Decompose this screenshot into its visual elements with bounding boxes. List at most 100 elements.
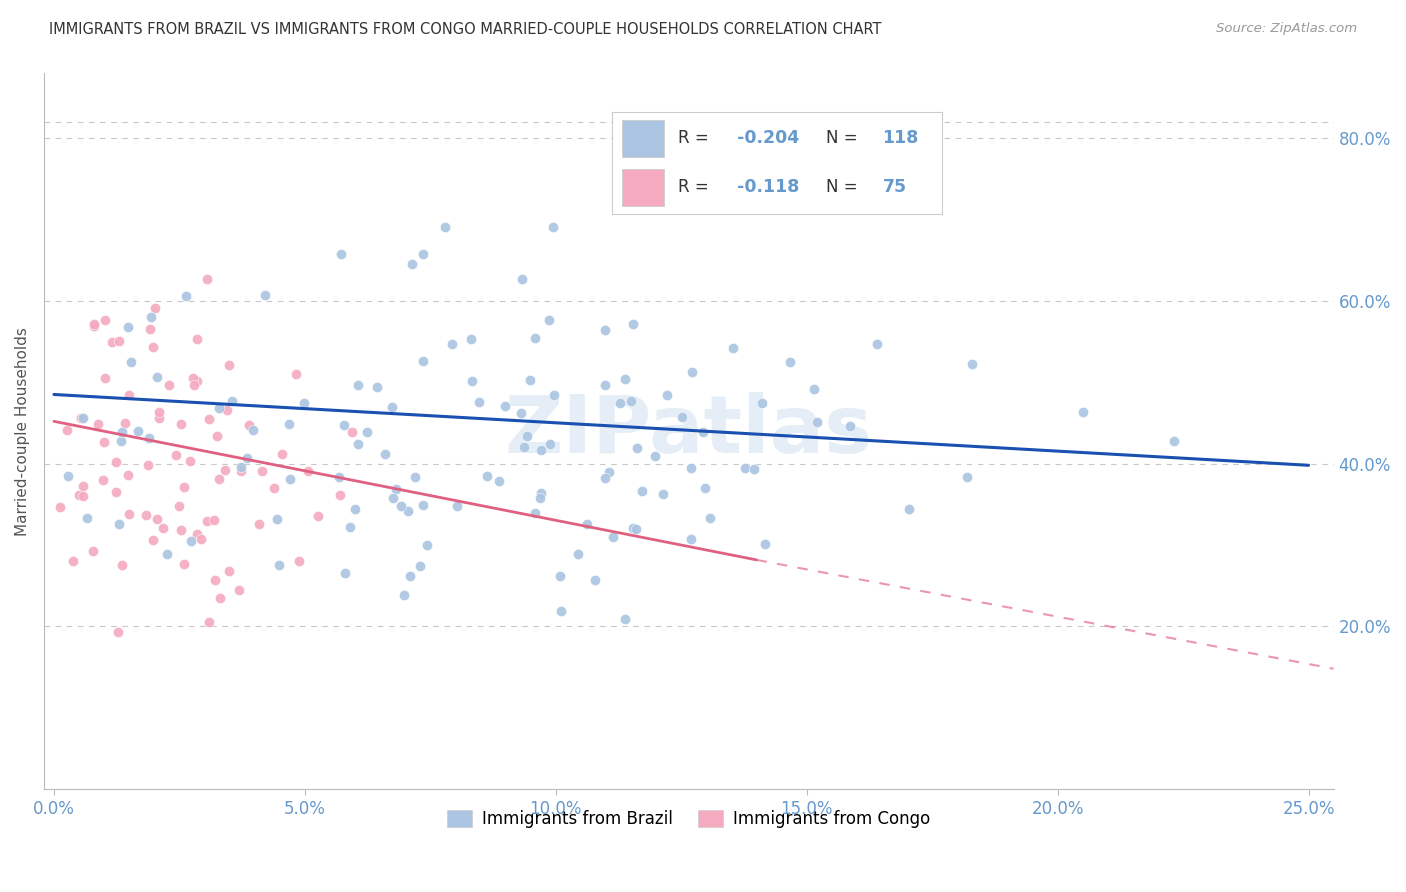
Point <box>198 615 221 630</box>
Point <box>117 467 139 482</box>
Point <box>307 508 329 523</box>
Point <box>681 365 703 379</box>
Point <box>143 301 166 315</box>
Point <box>623 317 645 331</box>
Point <box>114 416 136 430</box>
Point <box>346 378 368 392</box>
Point <box>218 564 240 578</box>
Text: N =: N = <box>827 178 863 196</box>
Point <box>83 319 105 334</box>
Text: R =: R = <box>678 128 714 146</box>
Point <box>541 220 564 235</box>
Point <box>167 499 190 513</box>
Point <box>87 417 110 432</box>
Point <box>204 574 226 588</box>
Point <box>519 373 541 387</box>
Point <box>779 355 801 369</box>
Point <box>366 380 388 394</box>
Point <box>333 417 356 432</box>
Point <box>104 455 127 469</box>
Point <box>217 403 239 417</box>
Text: R =: R = <box>678 178 714 196</box>
Point <box>602 530 624 544</box>
Point <box>467 395 489 409</box>
Point <box>139 310 162 324</box>
Point <box>441 336 464 351</box>
Point <box>460 332 482 346</box>
Point <box>898 501 921 516</box>
Point <box>285 368 308 382</box>
Point <box>117 320 139 334</box>
Point <box>513 441 536 455</box>
Point <box>409 558 432 573</box>
Point <box>550 603 572 617</box>
Point <box>208 472 231 486</box>
Point <box>142 533 165 548</box>
Point <box>412 498 434 512</box>
Point <box>247 516 270 531</box>
Legend: Immigrants from Brazil, Immigrants from Congo: Immigrants from Brazil, Immigrants from … <box>440 803 936 835</box>
Point <box>609 395 631 409</box>
Point <box>494 399 516 413</box>
Point <box>76 511 98 525</box>
Point <box>266 511 288 525</box>
Point <box>271 447 294 461</box>
Point <box>396 504 419 518</box>
Point <box>104 484 127 499</box>
Point <box>575 517 598 532</box>
Point <box>165 448 187 462</box>
Point <box>382 491 405 506</box>
Point <box>101 334 124 349</box>
Point <box>381 401 404 415</box>
Point <box>127 424 149 438</box>
Point <box>613 372 636 386</box>
Point <box>157 378 180 392</box>
Point <box>679 461 702 475</box>
Point <box>866 337 889 351</box>
Point <box>62 554 84 568</box>
Point <box>190 532 212 546</box>
Point <box>614 612 637 626</box>
Point <box>48 500 70 515</box>
Point <box>139 322 162 336</box>
Point <box>82 544 104 558</box>
Point <box>169 523 191 537</box>
Point <box>278 472 301 486</box>
Text: N =: N = <box>827 128 863 146</box>
Point <box>806 415 828 429</box>
Point <box>692 425 714 440</box>
Point <box>392 588 415 602</box>
Point <box>593 378 616 392</box>
Point <box>744 462 766 476</box>
Point <box>242 423 264 437</box>
Point <box>195 514 218 528</box>
Point <box>389 499 412 513</box>
Point <box>278 417 301 432</box>
Point <box>510 272 533 286</box>
Point <box>118 388 141 402</box>
Point <box>488 475 510 489</box>
Point <box>297 464 319 478</box>
Text: ZIPatlas: ZIPatlas <box>505 392 873 470</box>
Point <box>538 437 561 451</box>
Point <box>69 410 91 425</box>
Point <box>186 374 208 388</box>
Point <box>340 425 363 439</box>
Text: 75: 75 <box>883 178 907 196</box>
FancyBboxPatch shape <box>621 169 665 206</box>
Point <box>236 451 259 466</box>
Point <box>1071 405 1094 419</box>
Point <box>655 388 678 402</box>
Point <box>173 480 195 494</box>
Point <box>530 486 553 500</box>
Point <box>374 447 396 461</box>
Point <box>146 370 169 384</box>
Point <box>516 429 538 443</box>
Point <box>333 566 356 581</box>
Point <box>117 507 139 521</box>
Point <box>148 411 170 425</box>
Point <box>214 462 236 476</box>
Point <box>209 591 232 605</box>
Point <box>651 487 673 501</box>
Point <box>83 317 105 331</box>
